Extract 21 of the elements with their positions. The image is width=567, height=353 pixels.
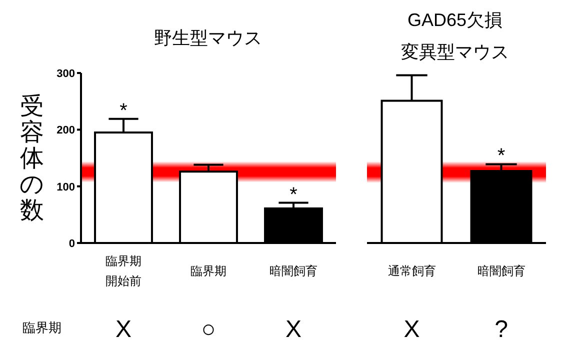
chart-title: GAD65欠損変異型マウス	[401, 10, 509, 62]
text: X	[115, 316, 132, 343]
annotation: *	[290, 184, 298, 206]
x-tick-label: 通常飼育	[388, 264, 436, 278]
y-tick-label: 200	[56, 124, 75, 137]
x-tick-label: 暗闇飼育	[477, 264, 526, 278]
text: ○	[201, 316, 216, 343]
x-tick-label: 臨界期開始前	[106, 254, 142, 288]
text: ?	[494, 316, 508, 343]
annotation: *	[120, 100, 128, 122]
y-tick-label: 300	[56, 68, 75, 80]
y-tick-label: 100	[56, 181, 75, 194]
text: X	[285, 316, 302, 343]
x-tick-label: 臨界期	[190, 264, 226, 278]
annotation: *	[497, 145, 506, 168]
y-tick-label: 0	[68, 238, 75, 250]
text: X	[404, 316, 420, 343]
text: 臨界期	[22, 320, 62, 335]
x-tick-label: 暗闇飼育	[270, 264, 318, 278]
chart-title: 野生型マウス	[154, 28, 262, 48]
y-axis-title: 受容体の数	[20, 93, 44, 224]
